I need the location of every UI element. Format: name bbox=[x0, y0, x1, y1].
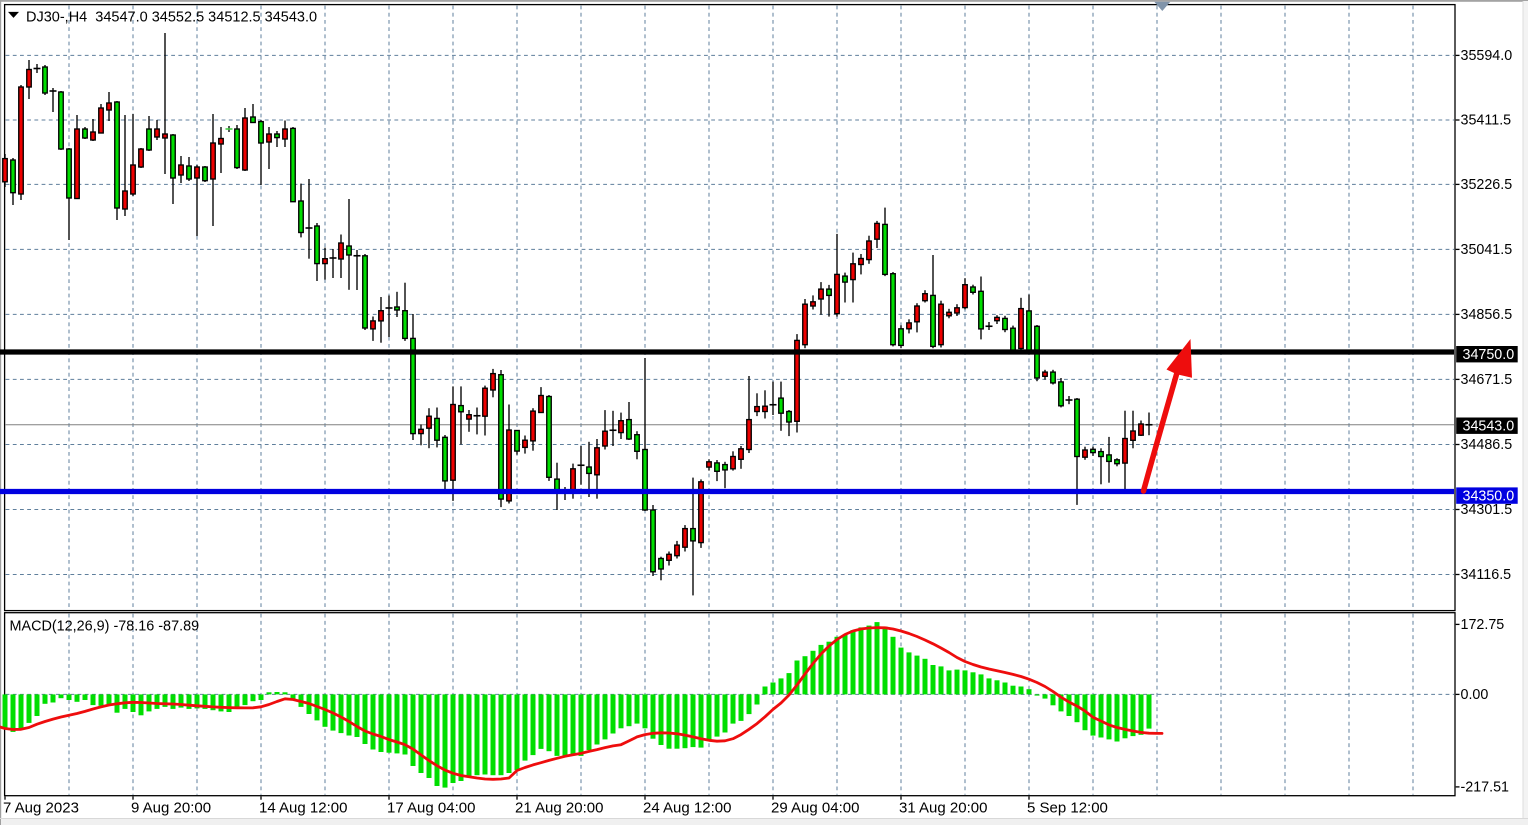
svg-text:29 Aug 04:00: 29 Aug 04:00 bbox=[771, 800, 859, 817]
svg-text:0.00: 0.00 bbox=[1461, 687, 1489, 703]
svg-text:31 Aug 20:00: 31 Aug 20:00 bbox=[899, 800, 987, 817]
svg-text:172.75: 172.75 bbox=[1461, 617, 1505, 633]
svg-text:7 Aug 2023: 7 Aug 2023 bbox=[3, 800, 79, 817]
svg-text:21 Aug 20:00: 21 Aug 20:00 bbox=[515, 800, 603, 817]
svg-text:34486.5: 34486.5 bbox=[1461, 437, 1513, 453]
svg-text:9 Aug 20:00: 9 Aug 20:00 bbox=[131, 800, 211, 817]
svg-text:17 Aug 04:00: 17 Aug 04:00 bbox=[387, 800, 475, 817]
svg-text:34116.5: 34116.5 bbox=[1461, 567, 1512, 583]
svg-text:35594.0: 35594.0 bbox=[1461, 48, 1513, 64]
svg-text:34856.5: 34856.5 bbox=[1461, 307, 1513, 323]
svg-text:34750.0: 34750.0 bbox=[1463, 347, 1515, 363]
svg-text:24 Aug 12:00: 24 Aug 12:00 bbox=[643, 800, 731, 817]
svg-text:34350.0: 34350.0 bbox=[1463, 488, 1515, 504]
svg-text:14 Aug 12:00: 14 Aug 12:00 bbox=[259, 800, 347, 817]
svg-text:DJ30-,H4 34547.0 34552.5 3451: DJ30-,H4 34547.0 34552.5 34512.5 34543.0 bbox=[26, 10, 317, 26]
svg-text:35041.5: 35041.5 bbox=[1461, 242, 1513, 258]
svg-text:34301.5: 34301.5 bbox=[1461, 502, 1513, 518]
svg-text:-217.51: -217.51 bbox=[1461, 780, 1510, 796]
svg-text:5 Sep 12:00: 5 Sep 12:00 bbox=[1027, 800, 1108, 817]
svg-text:MACD(12,26,9) -78.16 -87.89: MACD(12,26,9) -78.16 -87.89 bbox=[10, 619, 200, 635]
svg-text:34671.5: 34671.5 bbox=[1461, 372, 1513, 388]
svg-text:34543.0: 34543.0 bbox=[1463, 418, 1515, 434]
svg-text:35226.5: 35226.5 bbox=[1461, 177, 1513, 193]
svg-text:35411.5: 35411.5 bbox=[1461, 113, 1512, 129]
